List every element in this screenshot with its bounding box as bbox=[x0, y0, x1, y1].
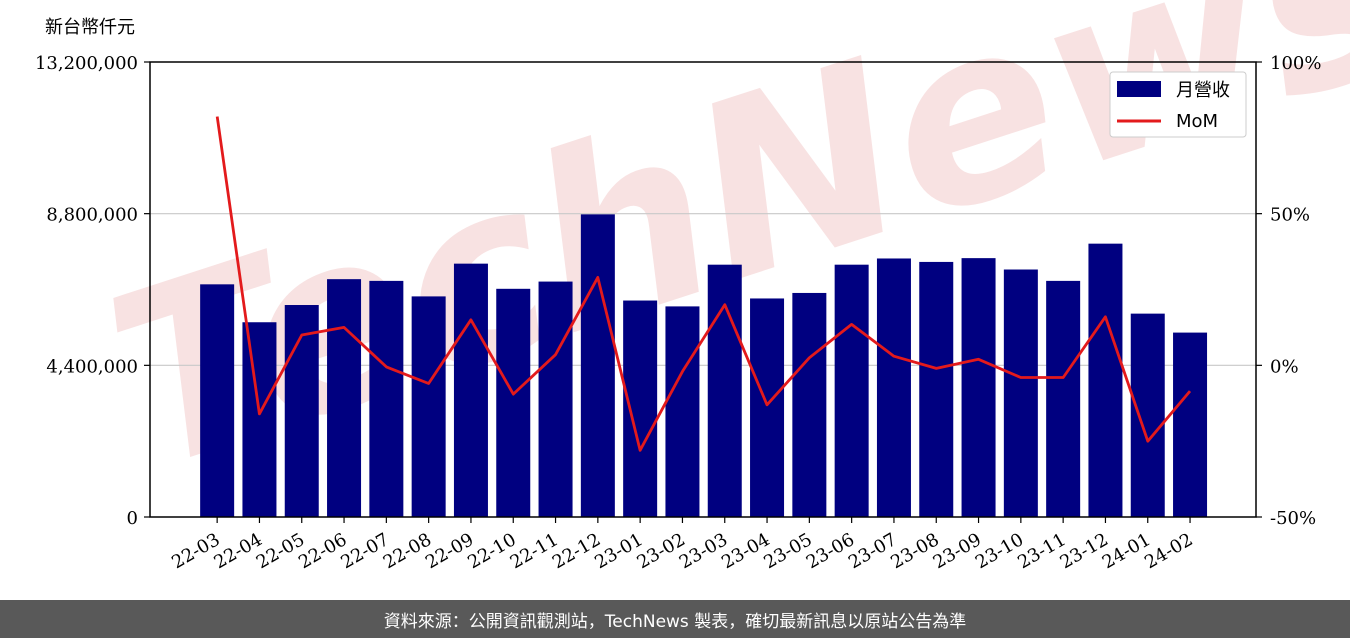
y-tick-label: 0 bbox=[127, 508, 138, 529]
source-footer: 資料來源：公開資訊觀測站，TechNews 製表，確切最新訊息以原站公告為準 bbox=[0, 600, 1350, 638]
bar-24-02 bbox=[1173, 332, 1208, 517]
bar-23-11 bbox=[1046, 280, 1081, 517]
bar-22-11 bbox=[538, 281, 573, 517]
bar-24-01 bbox=[1130, 313, 1165, 517]
legend-label-revenue: 月營收 bbox=[1176, 80, 1230, 101]
bar-23-03 bbox=[707, 264, 742, 517]
revenue-chart: TechNews 04,400,0008,800,00013,200,000-5… bbox=[35, 0, 1350, 573]
bar-22-05 bbox=[284, 305, 319, 517]
y2-tick-label: -50% bbox=[1270, 508, 1316, 529]
y2-tick-label: 100% bbox=[1270, 53, 1321, 74]
x-tick-label: 24-02 bbox=[1141, 529, 1196, 573]
bar-23-12 bbox=[1088, 243, 1123, 517]
y2-tick-label: 0% bbox=[1270, 356, 1299, 377]
bar-23-05 bbox=[792, 292, 827, 517]
bar-22-12 bbox=[580, 214, 615, 517]
bar-23-07 bbox=[876, 258, 911, 517]
y-axis-unit-label: 新台幣仟元 bbox=[45, 17, 135, 38]
bar-22-08 bbox=[411, 296, 446, 517]
bar-23-06 bbox=[834, 264, 869, 517]
bar-23-10 bbox=[1003, 269, 1038, 517]
y-tick-label: 13,200,000 bbox=[35, 53, 138, 74]
bar-23-08 bbox=[919, 261, 954, 517]
y-tick-label: 8,800,000 bbox=[46, 205, 138, 226]
mom-line-series bbox=[215, 116, 1192, 452]
bar-series bbox=[200, 214, 1208, 517]
bar-23-04 bbox=[750, 298, 785, 517]
bar-23-01 bbox=[623, 300, 658, 517]
bar-23-02 bbox=[665, 306, 700, 517]
bar-22-10 bbox=[496, 288, 531, 517]
legend-label-mom: MoM bbox=[1176, 111, 1218, 132]
bar-22-04 bbox=[242, 322, 277, 517]
bar-22-09 bbox=[453, 263, 488, 517]
source-text: 資料來源：公開資訊觀測站，TechNews 製表，確切最新訊息以原站公告為準 bbox=[383, 611, 967, 632]
bar-23-09 bbox=[961, 258, 996, 517]
mom-line bbox=[215, 116, 1192, 452]
bar-22-07 bbox=[369, 280, 404, 517]
plot-frame bbox=[149, 61, 1257, 518]
y-tick-label: 4,400,000 bbox=[46, 356, 138, 377]
y2-tick-label: 50% bbox=[1270, 205, 1310, 226]
bar-22-06 bbox=[327, 279, 362, 517]
legend: 月營收 MoM bbox=[1109, 71, 1247, 138]
legend-swatch-revenue bbox=[1117, 81, 1161, 97]
bar-22-03 bbox=[200, 284, 235, 517]
